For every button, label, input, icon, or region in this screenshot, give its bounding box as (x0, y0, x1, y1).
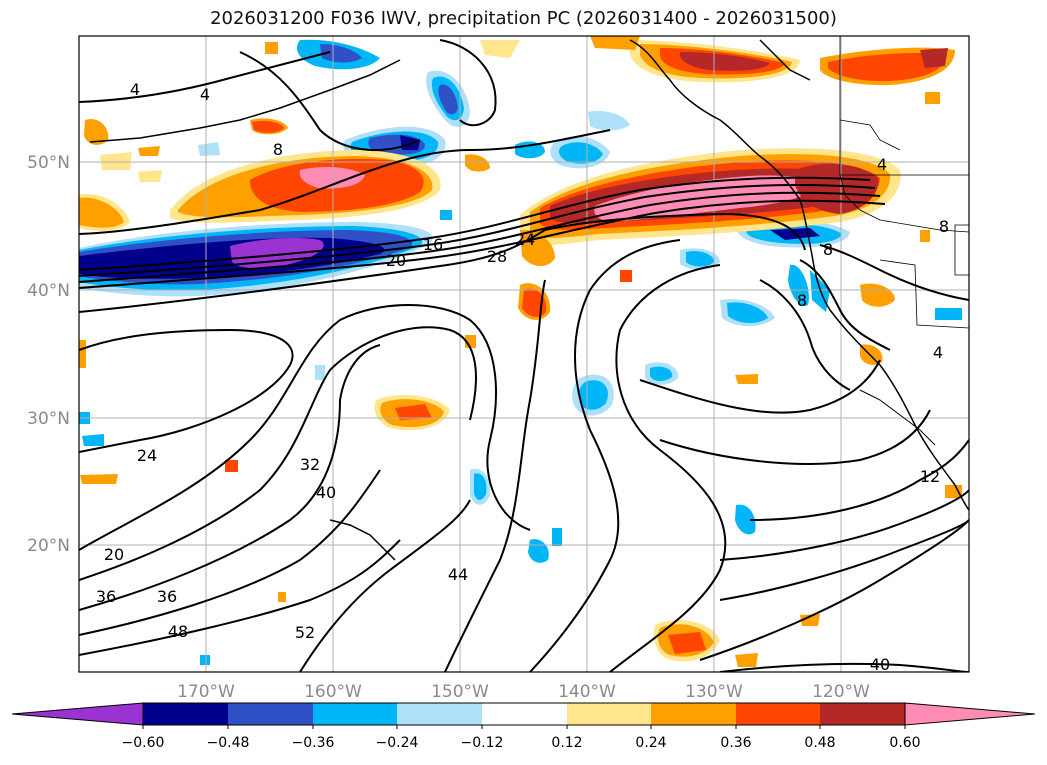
contour-label: 4 (200, 85, 210, 104)
colorbar-segment (651, 703, 736, 725)
colorbar-segment (820, 703, 905, 725)
colorbar-tick-label: 0.12 (551, 735, 582, 751)
colorbar-segment (567, 703, 651, 725)
colorbar-tick-label: 0.36 (720, 735, 751, 751)
contour-labels: 4 4 8 16 20 24 28 8 8 24 32 40 20 36 36 … (96, 80, 949, 674)
contour-label: 24 (137, 446, 157, 465)
colorbar-tick-label: −0.60 (122, 735, 165, 751)
map-frame (78, 35, 970, 673)
neg-band-purple (230, 238, 324, 269)
contour-label: 48 (168, 622, 188, 641)
contour-label: 12 (920, 467, 940, 486)
colorbar-under-triangle (11, 702, 144, 726)
colorbar-frame (142, 702, 906, 726)
colorbar-tick-label: 0.48 (804, 735, 835, 751)
contour-label: 8 (273, 140, 283, 159)
longitude-labels: 170°W 160°W 150°W 140°W 130°W 120°W (177, 682, 870, 702)
contour-label: 20 (104, 545, 124, 564)
lon-label-120w: 120°W (812, 682, 870, 702)
lon-label-140w: 140°W (558, 682, 616, 702)
lat-label-20n: 20°N (27, 536, 70, 556)
precip-shading (79, 36, 962, 667)
map-title: 2026031200 F036 IWV, precipitation PC (2… (210, 8, 837, 29)
colorbar-tick-label: 0.24 (635, 735, 666, 751)
lon-label-150w: 150°W (431, 682, 489, 702)
contour-label: 36 (157, 587, 177, 606)
contour-label: 8 (939, 217, 949, 236)
pos-band-pink (594, 175, 815, 222)
lat-label-40n: 40°N (27, 281, 70, 301)
contour-label: 20 (386, 251, 406, 270)
contour-label: 44 (448, 565, 468, 584)
colorbar-segment (736, 703, 820, 725)
colorbar: −0.60 −0.48 −0.36 −0.24 −0.12 0.12 0.24 … (11, 702, 1036, 751)
contour-label: 24 (515, 230, 535, 249)
lon-label-130w: 130°W (685, 682, 743, 702)
iwv-contours (79, 39, 969, 672)
colorbar-tick-label: −0.48 (207, 735, 250, 751)
map-panel (79, 36, 969, 672)
colorbar-segment (482, 703, 567, 725)
colorbar-segment (313, 703, 397, 725)
contour-label: 8 (797, 291, 807, 310)
colorbar-tick-label: 0.60 (889, 735, 920, 751)
contour-label: 8 (823, 240, 833, 259)
lon-label-160w: 160°W (304, 682, 362, 702)
contour-label: 4 (933, 343, 943, 362)
colorbar-ticks (142, 725, 906, 729)
colorbar-segment (143, 703, 228, 725)
contour-label: 32 (300, 455, 320, 474)
coastlines (89, 36, 969, 561)
lat-label-30n: 30°N (27, 409, 70, 429)
colorbar-tick-label: −0.12 (461, 735, 504, 751)
contour-label: 16 (423, 235, 443, 254)
graticule (79, 36, 969, 672)
contour-label: 40 (316, 483, 336, 502)
contour-label: 40 (870, 655, 890, 674)
contour-label: 4 (130, 80, 140, 99)
lon-label-170w: 170°W (177, 682, 235, 702)
contour-label: 4 (877, 155, 887, 174)
colorbar-over-triangle (904, 702, 1036, 726)
lat-label-50n: 50°N (27, 153, 70, 173)
latitude-labels: 50°N 40°N 30°N 20°N (27, 153, 70, 556)
contour-label: 36 (96, 587, 116, 606)
colorbar-tick-label: −0.36 (292, 735, 335, 751)
contour-label: 52 (295, 623, 315, 642)
colorbar-segment (228, 703, 313, 725)
colorbar-tick-label: −0.24 (376, 735, 419, 751)
contour-label: 28 (487, 247, 507, 266)
colorbar-segment (397, 703, 482, 725)
